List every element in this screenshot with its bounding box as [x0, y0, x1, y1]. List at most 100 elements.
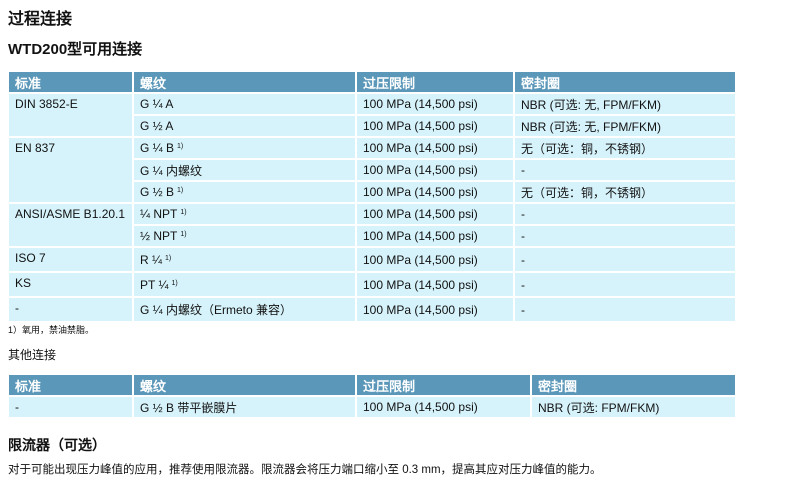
- cell-seal-text: 无（可选：铜，不锈钢）: [521, 185, 654, 200]
- cell-standard-text: DIN 3852-E: [15, 97, 78, 111]
- cell-pressure: 100 MPa (14,500 psi): [357, 273, 513, 296]
- cell-pressure: 100 MPa (14,500 psi): [357, 397, 530, 417]
- table-row: - G ¼ 内螺纹（Ermeto 兼容） 100 MPa (14,500 psi) -: [9, 298, 735, 321]
- cell-seal-text: -: [521, 163, 525, 177]
- footnote-ref: 1): [180, 231, 187, 238]
- cell-thread: R ¼ 1): [134, 248, 355, 271]
- cell-seal-text: -: [521, 229, 525, 243]
- cell-seal: NBR (可选: FPM/FKM): [532, 397, 735, 417]
- footnote-ref: 1): [165, 254, 172, 262]
- table-row: ½ NPT 1) 100 MPa (14,500 psi) -: [9, 226, 735, 246]
- cell-pressure: 100 MPa (14,500 psi): [357, 160, 513, 180]
- footnote-ref: 1): [177, 187, 184, 194]
- table-row: G ½ A 100 MPa (14,500 psi) NBR (可选: 无, FPM…: [9, 116, 735, 136]
- cell-standard-text: KS: [15, 276, 32, 290]
- cell-thread: G ¼ A: [134, 94, 355, 114]
- cell-seal: -: [515, 248, 735, 271]
- section-title: WTD200型可用连接: [8, 41, 143, 58]
- cell-seal-text: -: [521, 277, 525, 292]
- cell-thread-text: ¼ NPT: [140, 207, 178, 221]
- header-thread: 螺纹: [134, 375, 355, 395]
- connections-table: 标准 螺纹 过压限制 密封圈 DIN 3852-E G ¼ A 100 MPa (1…: [7, 70, 737, 323]
- cell-thread: G ¼ B 1): [134, 138, 355, 158]
- footnote-ref: 1): [180, 209, 187, 216]
- cell-thread: G ¼ 内螺纹（Ermeto 兼容）: [134, 298, 355, 321]
- cell-thread: G ½ A: [134, 116, 355, 136]
- cell-thread: ¼ NPT 1): [134, 204, 355, 224]
- cell-seal: -: [515, 204, 735, 224]
- cell-pressure-text: 100 MPa (14,500 psi): [363, 229, 478, 243]
- cell-standard: -: [9, 298, 132, 321]
- cell-pressure-text: 100 MPa (14,500 psi): [363, 277, 478, 292]
- header-standard: 标准: [9, 375, 132, 395]
- cell-seal-text: NBR (可选: 无, FPM/FKM): [521, 119, 661, 134]
- cell-pressure: 100 MPa (14,500 psi): [357, 182, 513, 202]
- cell-standard: DIN 3852-E: [9, 94, 132, 136]
- cell-thread: PT ¼ 1): [134, 273, 355, 296]
- table-row: KS PT ¼ 1) 100 MPa (14,500 psi) -: [9, 273, 735, 296]
- cell-seal-text: -: [521, 302, 525, 317]
- cell-standard: KS: [9, 273, 132, 296]
- page-title: 过程连接: [8, 11, 73, 28]
- header-seal: 密封圈: [532, 375, 735, 395]
- cell-pressure: 100 MPa (14,500 psi): [357, 204, 513, 224]
- header-thread: 螺纹: [134, 72, 355, 92]
- cell-pressure: 100 MPa (14,500 psi): [357, 298, 513, 321]
- cell-seal-text: -: [521, 207, 525, 221]
- footnote: 1）氧用，禁油禁脂。: [8, 325, 95, 335]
- cell-pressure-text: 100 MPa (14,500 psi): [363, 141, 478, 155]
- cell-thread: ½ NPT 1): [134, 226, 355, 246]
- table-row: ANSI/ASME B1.20.1 ¼ NPT 1) 100 MPa (14,500 …: [9, 204, 735, 246]
- other-connections-label: 其他连接: [8, 348, 57, 362]
- cell-seal: NBR (可选: 无, FPM/FKM): [515, 94, 735, 114]
- cell-seal: NBR (可选: 无, FPM/FKM): [515, 116, 735, 136]
- cell-thread-text: G ¼ 内螺纹: [140, 163, 203, 178]
- cell-thread: G ½ B 带平嵌膜片: [134, 397, 355, 417]
- cell-pressure: 100 MPa (14,500 psi): [357, 226, 513, 246]
- cell-pressure-text: 100 MPa (14,500 psi): [363, 252, 478, 267]
- cell-seal: -: [515, 298, 735, 321]
- cell-seal-text: 无（可选：铜，不锈钢）: [521, 141, 654, 156]
- cell-standard: EN 837: [9, 138, 132, 202]
- table-row: G ½ B 1) 100 MPa (14,500 psi) 无（可选：铜，不锈钢）: [9, 182, 735, 202]
- cell-standard: ISO 7: [9, 248, 132, 271]
- table-row: DIN 3852-E G ¼ A 100 MPa (14,500 psi) NBR (…: [9, 94, 735, 136]
- cell-pressure-text: 100 MPa (14,500 psi): [363, 302, 478, 317]
- cell-pressure-text: 100 MPa (14,500 psi): [363, 185, 478, 199]
- cell-pressure: 100 MPa (14,500 psi): [357, 116, 513, 136]
- header-seal: 密封圈: [515, 72, 735, 92]
- other-connections-table: 标准 螺纹 过压限制 密封圈 - G ½ B 带平嵌膜片 100 MPa (14…: [7, 373, 737, 419]
- header-pressure: 过压限制: [357, 72, 513, 92]
- cell-pressure-text: 100 MPa (14,500 psi): [363, 97, 478, 111]
- cell-thread-text: R ¼: [140, 252, 163, 267]
- header-pressure: 过压限制: [357, 375, 530, 395]
- table-row: - G ½ B 带平嵌膜片 100 MPa (14,500 psi) NBR (…: [9, 397, 735, 417]
- cell-seal: -: [515, 273, 735, 296]
- cell-thread-text: G ¼ B: [140, 141, 175, 155]
- cell-seal: 无（可选：铜，不锈钢）: [515, 138, 735, 158]
- cell-seal-text: NBR (可选: 无, FPM/FKM): [521, 97, 661, 112]
- cell-pressure-text: 100 MPa (14,500 psi): [363, 163, 478, 177]
- footnote-ref: 1): [171, 279, 178, 287]
- cell-thread-text: G ¼ A: [140, 97, 174, 111]
- cell-pressure: 100 MPa (14,500 psi): [357, 138, 513, 158]
- cell-thread-text: PT ¼: [140, 277, 169, 292]
- cell-thread-text: G ¼ 内螺纹（Ermeto 兼容）: [140, 303, 293, 317]
- cell-thread-text: ½ NPT: [140, 229, 178, 243]
- cell-standard: -: [9, 397, 132, 417]
- cell-seal: 无（可选：铜，不锈钢）: [515, 182, 735, 202]
- cell-standard-text: -: [15, 301, 19, 315]
- cell-pressure: 100 MPa (14,500 psi): [357, 94, 513, 114]
- cell-pressure-text: 100 MPa (14,500 psi): [363, 207, 478, 221]
- cell-standard-text: EN 837: [15, 141, 56, 155]
- table-row: ISO 7 R ¼ 1) 100 MPa (14,500 psi) -: [9, 248, 735, 271]
- cell-thread-text: G ½ A: [140, 119, 174, 133]
- cell-standard-text: ISO 7: [15, 251, 46, 265]
- cell-standard-text: ANSI/ASME B1.20.1: [15, 207, 126, 221]
- table-row: EN 837 G ¼ B 1) 100 MPa (14,500 psi) 无（可选：铜，…: [9, 138, 735, 202]
- footnote-ref: 1): [177, 143, 184, 150]
- cell-standard: ANSI/ASME B1.20.1: [9, 204, 132, 246]
- cell-thread: G ½ B 1): [134, 182, 355, 202]
- restrictor-description: 对于可能出现压力峰值的应用，推荐使用限流器。限流器会将压力端口缩小至 0.3 m…: [8, 464, 602, 476]
- cell-thread-text: G ½ B: [140, 185, 175, 199]
